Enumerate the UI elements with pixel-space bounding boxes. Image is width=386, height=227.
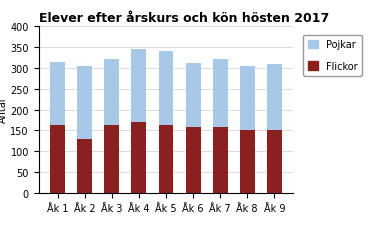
Bar [104, 126, 119, 193]
Bar [104, 60, 119, 126]
Bar [240, 130, 255, 193]
Bar [240, 67, 255, 130]
Bar [132, 50, 146, 123]
Legend: Pojkar, Flickor: Pojkar, Flickor [303, 35, 362, 76]
Bar [50, 62, 65, 126]
Y-axis label: Antal: Antal [0, 97, 7, 123]
Bar [186, 128, 200, 193]
Bar [77, 67, 92, 139]
Text: Elever efter årskurs och kön hösten 2017: Elever efter årskurs och kön hösten 2017 [39, 12, 329, 25]
Bar [267, 64, 282, 130]
Bar [213, 128, 228, 193]
Bar [50, 126, 65, 193]
Bar [186, 64, 200, 128]
Bar [267, 130, 282, 193]
Bar [132, 123, 146, 193]
Bar [159, 126, 173, 193]
Bar [159, 52, 173, 126]
Bar [213, 60, 228, 128]
Bar [77, 139, 92, 193]
